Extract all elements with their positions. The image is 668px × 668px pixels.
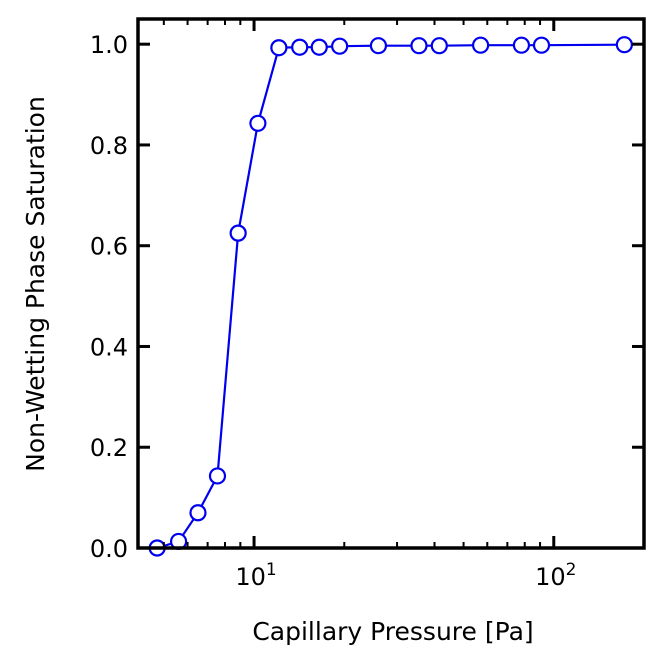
data-point xyxy=(472,36,490,54)
y-tick-label: 0.2 xyxy=(90,434,128,462)
data-point xyxy=(532,36,551,54)
data-point xyxy=(208,467,227,485)
y-axis-label: Non-Wetting Phase Saturation xyxy=(21,96,50,472)
data-point xyxy=(310,38,328,56)
data-point xyxy=(615,36,633,54)
data-point xyxy=(291,38,309,56)
y-tick-label: 0.4 xyxy=(90,333,128,361)
data-point xyxy=(189,504,207,522)
x-tick-label: 101 xyxy=(235,560,276,591)
data-point xyxy=(249,114,267,132)
x-axis-label: Capillary Pressure [Pa] xyxy=(252,617,533,646)
data-point xyxy=(369,37,388,55)
data-point xyxy=(410,37,428,55)
data-point xyxy=(512,36,531,54)
data-point xyxy=(430,37,448,55)
data-point xyxy=(331,37,349,55)
data-point xyxy=(229,224,247,242)
x-tick-label: 102 xyxy=(535,560,576,591)
plot-frame xyxy=(136,17,646,550)
tick-label-layer: 0.0 0.2 0.4 0.6 0.8 1.0 101 102 xyxy=(90,31,577,591)
data-point xyxy=(270,39,288,57)
y-tick-label: 0.8 xyxy=(90,132,128,160)
series-layer xyxy=(148,36,633,557)
y-tick-label: 1.0 xyxy=(90,31,128,59)
y-tick-label: 0.6 xyxy=(90,233,128,261)
y-tick-label: 0.0 xyxy=(90,535,128,563)
